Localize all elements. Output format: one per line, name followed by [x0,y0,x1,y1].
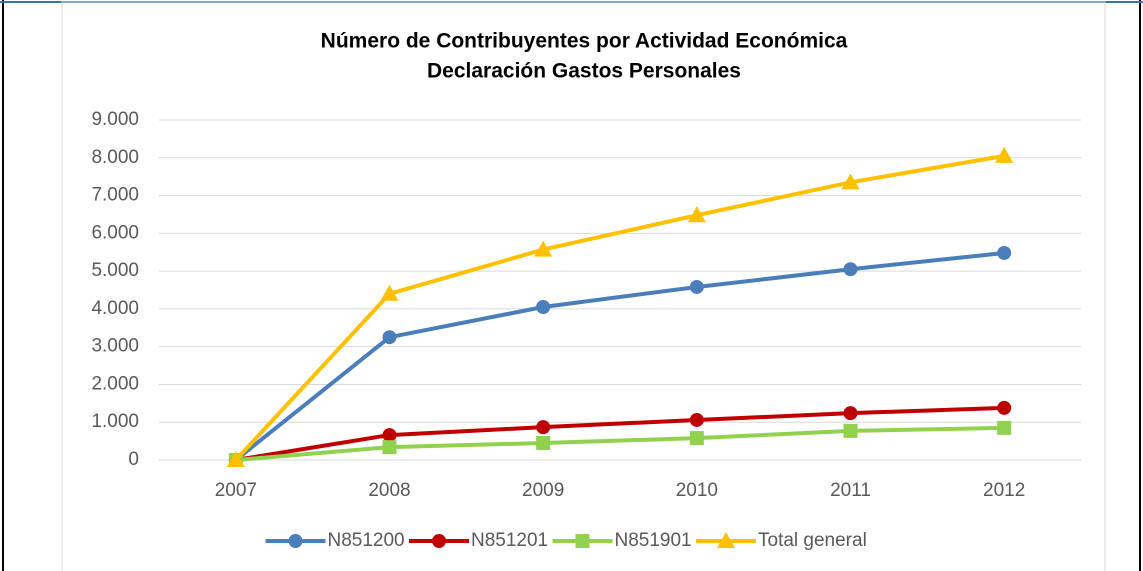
y-tick-label: 6.000 [91,222,139,243]
data-point [536,436,551,450]
legend-label: N851901 [615,530,692,551]
data-point [380,284,399,301]
data-point [382,440,397,455]
x-tick-label: 2009 [522,480,564,501]
chart-subtitle: Declaración Gastos Personales [427,60,741,83]
legend-label: N851200 [328,530,405,551]
data-point [997,245,1012,260]
legend-marker [717,532,735,548]
x-tick-label: 2012 [983,480,1025,501]
y-tick-label: 4.000 [91,298,139,319]
legend-marker [288,534,303,548]
data-point [689,431,704,446]
data-point [689,412,704,427]
legend-marker [575,534,590,548]
chart-border [61,1,1106,571]
y-tick-label: 1.000 [91,411,139,432]
y-tick-label: 0 [128,449,139,470]
data-point [536,300,551,314]
series-line [235,405,1005,462]
data-point [995,146,1014,163]
y-tick-label: 3.000 [91,336,139,357]
data-point [382,330,397,345]
legend-marker [432,534,446,548]
data-point [689,279,704,294]
x-tick-label: 2011 [830,480,871,501]
series-line [235,425,1005,462]
data-point [687,206,706,223]
y-tick-label: 5.000 [91,260,139,281]
data-point [843,406,858,421]
y-tick-label: 8.000 [91,147,139,168]
data-point [843,262,858,277]
data-point [382,428,397,443]
y-tick-label: 2.000 [91,373,139,394]
data-point [534,240,553,257]
data-point [841,173,860,190]
x-tick-label: 2007 [215,480,257,501]
series-line [234,153,1005,462]
data-point [226,451,245,467]
chart-title: Número de Contribuyentes por Actividad E… [321,30,848,53]
y-tick-label: 7.000 [91,185,139,206]
series-line [234,250,1005,462]
data-point [536,420,551,435]
legend-label: Total general [758,530,867,551]
data-point [997,400,1012,415]
data-point [843,423,858,438]
legend-label: N851201 [471,530,548,551]
y-tick-label: 9.000 [91,109,139,130]
x-tick-label: 2008 [368,480,410,501]
data-point [997,420,1012,435]
x-tick-label: 2010 [676,480,718,501]
